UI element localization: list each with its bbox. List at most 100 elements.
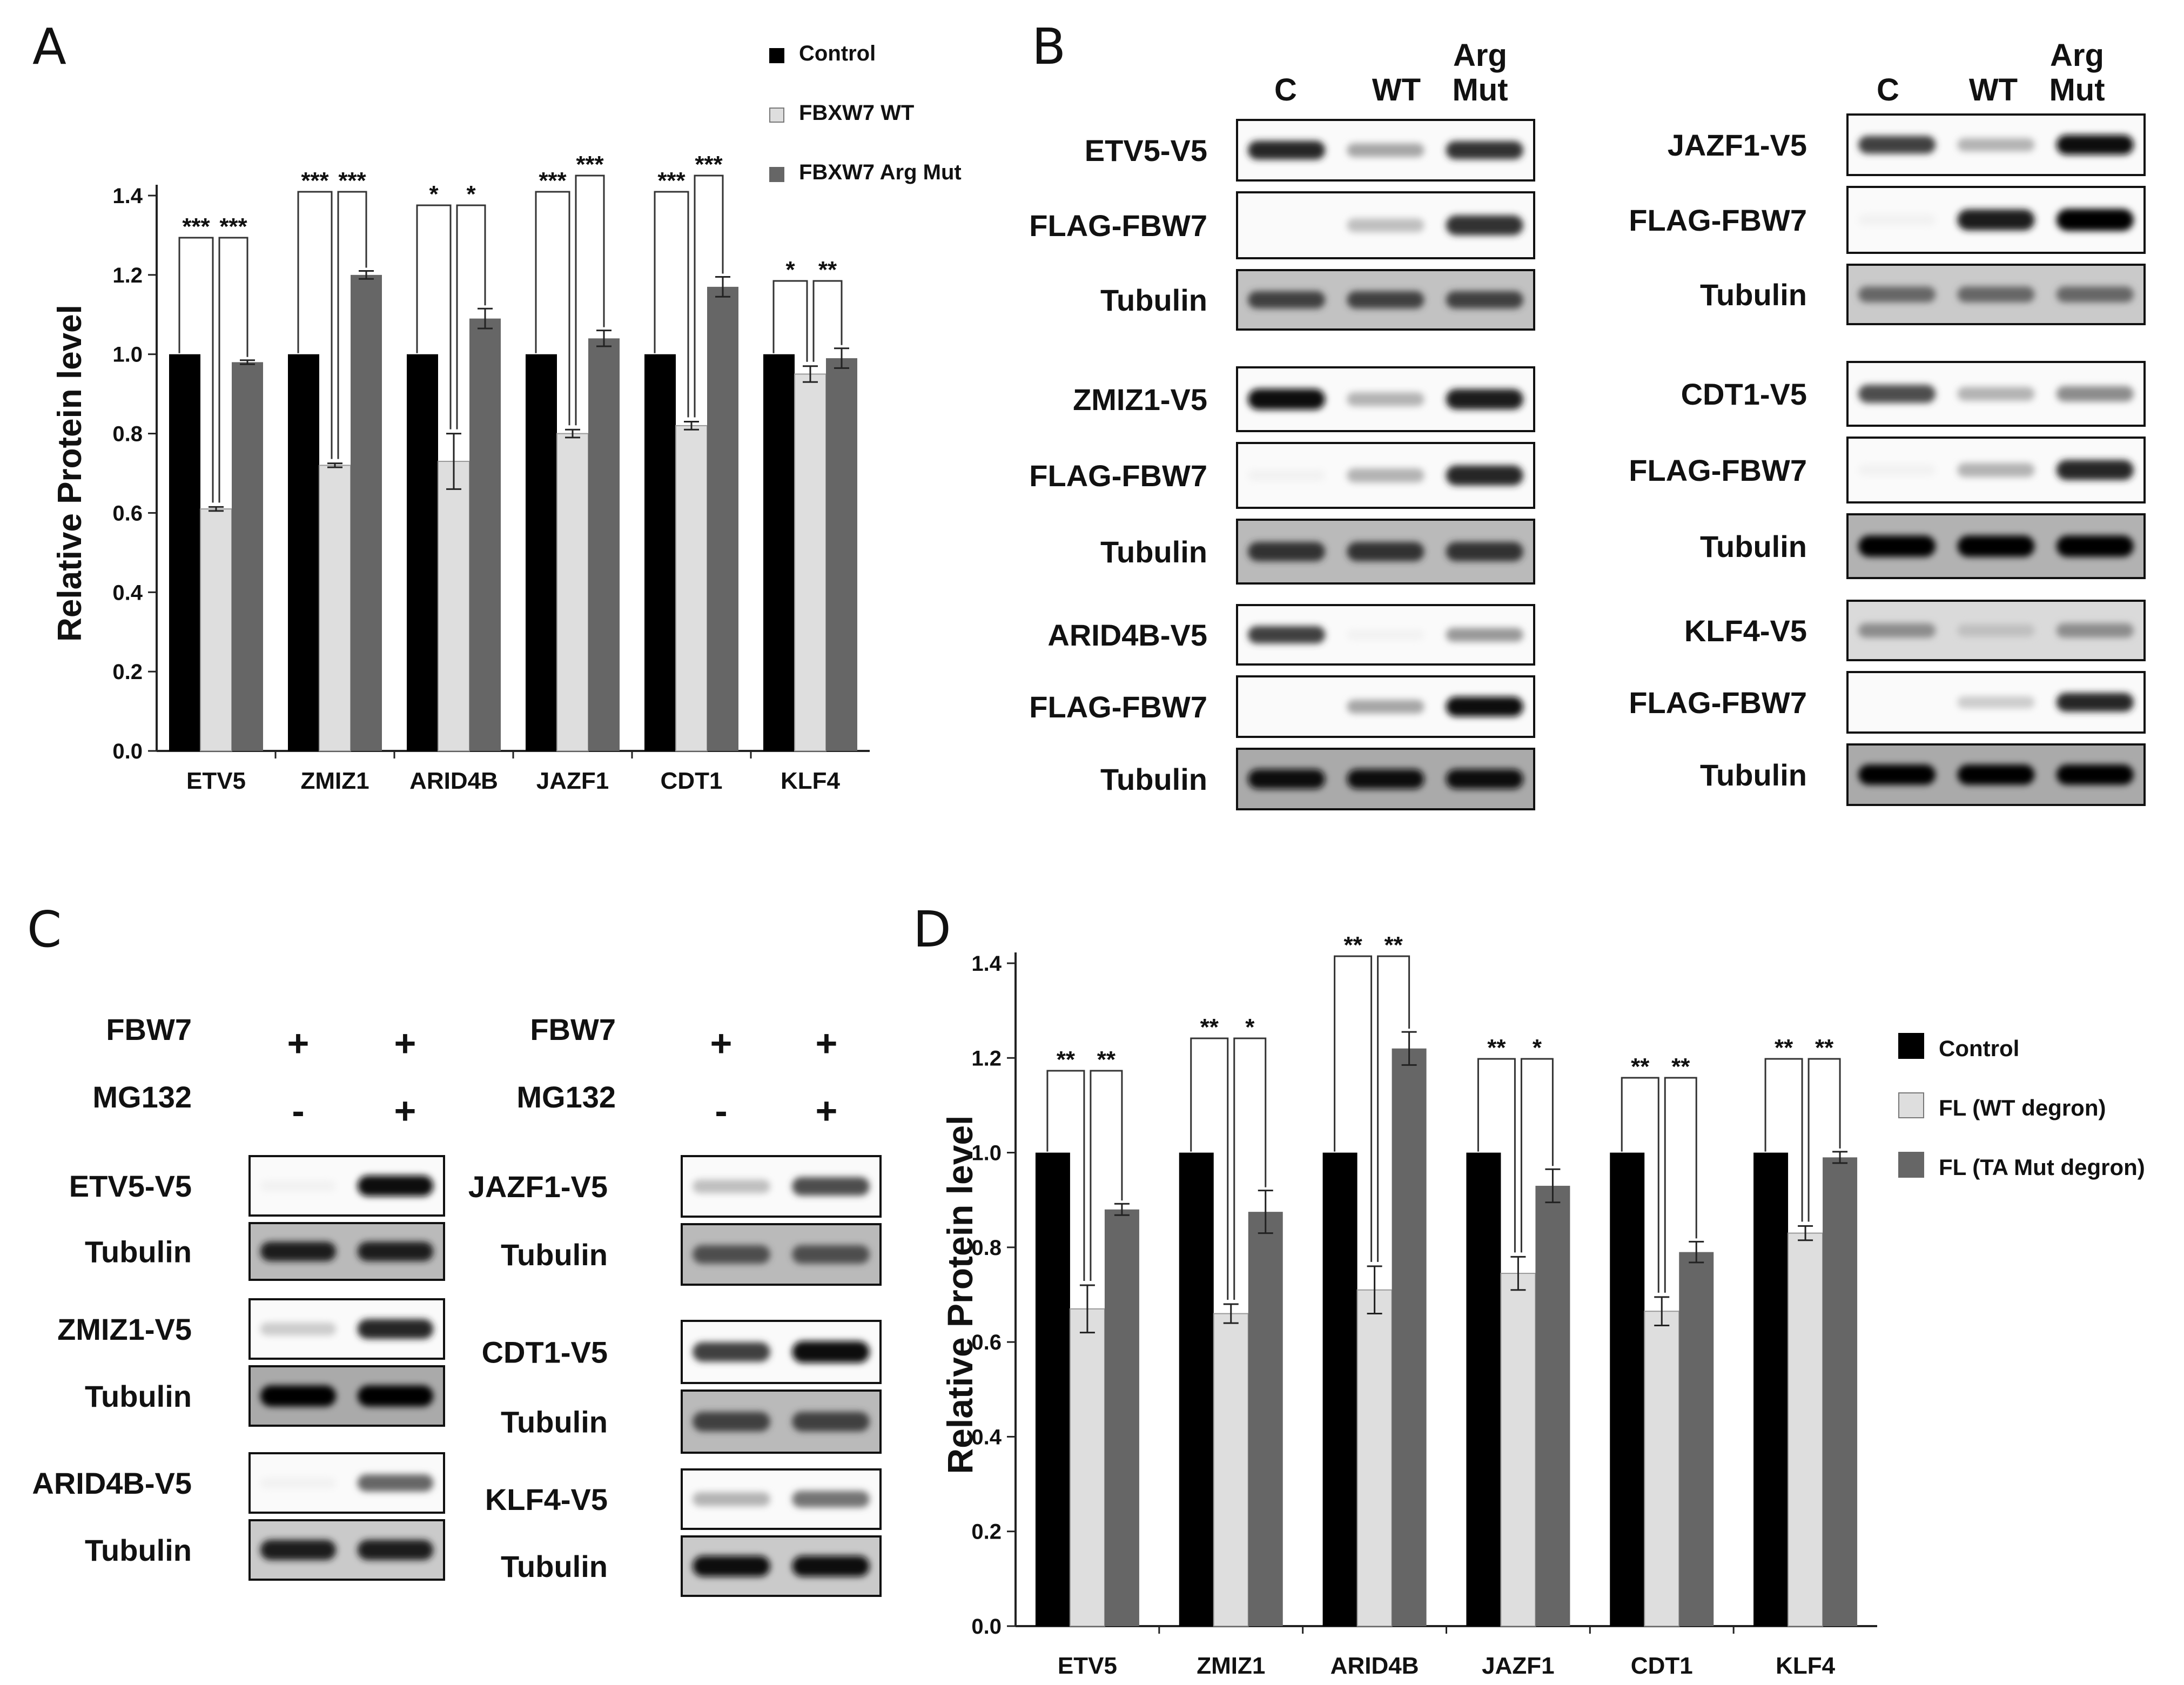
bar [407,354,438,751]
lane-label: Mut [2049,72,2105,108]
blot-row-label: Tubulin [1700,529,1807,563]
y-axis-label: Relative Protein level [51,305,89,642]
y-tick-label: 1.4 [971,952,1002,976]
bar [763,354,795,751]
significance-label: * [1533,1035,1542,1061]
blot-band [1446,696,1523,717]
blot-band [1957,764,2035,785]
blot-row-label: Tubulin [85,1533,192,1567]
y-tick-label: 1.0 [112,343,143,367]
y-tick-label: 1.2 [112,264,143,287]
x-tick-label: ARID4B [1330,1653,1419,1679]
legend-label: Control [799,42,876,65]
legend-swatch [1898,1033,1924,1059]
blot-row-label: ARID4B-V5 [32,1466,192,1500]
significance-label: ** [1057,1046,1076,1073]
bar [438,460,470,751]
x-tick-label: ETV5 [186,768,246,794]
blot-band [2056,386,2134,402]
blot-band [1446,465,1523,486]
bar [469,318,501,751]
blot-band [792,1245,870,1264]
significance-bracket [812,280,843,362]
significance-label: ** [1775,1035,1793,1061]
lane-label: WT [1969,72,2018,108]
significance-label: *** [695,151,723,178]
y-tick-label: 0.8 [971,1236,1002,1260]
significance-label: *** [338,167,366,194]
bar [1500,1273,1536,1627]
blot-row-label: Tubulin [85,1235,192,1269]
significance-bracket [772,280,808,362]
blot-band [792,1491,870,1508]
significance-label: * [466,181,476,207]
condition-value: + [287,1022,310,1064]
blot-band [693,1342,770,1362]
significance-bracket [297,191,333,459]
significance-label: *** [182,213,210,240]
blot-band [1957,696,2035,709]
significance-bracket [337,191,367,459]
blot-band [792,1555,870,1577]
blot-band [1347,629,1424,640]
blot-band [260,1180,337,1192]
bar [351,274,382,751]
blot-row-label: JAZF1-V5 [468,1170,608,1204]
blot-band [792,1177,870,1196]
significance-label: *** [301,167,329,194]
blot-band [1446,389,1523,409]
significance-bracket [654,191,689,418]
x-tick-label: KLF4 [1776,1653,1836,1679]
blot-band [1858,464,1936,476]
blot-band [1347,700,1424,714]
blot-band [260,1323,337,1335]
blot-band [1446,215,1523,236]
y-tick-label: 1.4 [112,184,143,208]
blot-band [1957,624,2035,637]
significance-bracket [535,191,570,426]
bar [1823,1157,1858,1626]
bar [1787,1232,1824,1627]
blot-band [2056,535,2134,557]
panel-label-b: B [1032,18,1066,76]
legend-swatch [1898,1152,1924,1178]
significance-bracket [1621,1077,1659,1293]
blot-row-label: Tubulin [501,1549,608,1583]
blot-row-label: FLAG-FBW7 [1629,686,1807,720]
bar [232,362,263,751]
legend-swatch [769,167,784,182]
blot-band [357,1175,434,1197]
blot-band [693,1245,770,1264]
blot-band [1957,138,2035,152]
significance-label: *** [657,167,686,194]
blot-row-label: FLAG-FBW7 [1029,209,1207,243]
bar [707,286,738,751]
bar [1466,1152,1501,1626]
blot-row-label: CDT1-V5 [1681,377,1807,411]
western-blot-c: FBW7 + + MG132 - + ETV5-V5 Tubulin ZMIZ1-V5 Tubul… [32,1012,882,1597]
lane-label: Arg [2050,38,2104,73]
blot-band [1446,291,1523,309]
legend-label: FBXW7 WT [799,101,914,125]
y-tick-label: 0.0 [112,740,143,763]
legend-swatch [769,48,784,63]
blot-row-label: FLAG-FBW7 [1029,459,1207,493]
significance-bracket [1334,955,1373,1262]
bar [288,354,319,751]
y-tick-label: 0.4 [112,581,143,605]
y-tick-label: 0.2 [971,1520,1002,1544]
y-tick-label: 0.4 [971,1425,1002,1449]
blot-row-label: ETV5-V5 [1085,133,1207,167]
bar [1679,1252,1714,1626]
blot-band [2056,623,2134,638]
blot-band [1446,542,1523,561]
blot-row-label: ETV5-V5 [69,1169,192,1203]
bar [675,425,708,751]
legend-label: FL (WT degron) [1939,1095,2106,1120]
x-tick-label: JAZF1 [536,768,609,794]
blot-band [1957,535,2035,557]
lane-label: Mut [1452,72,1508,108]
condition-label: MG132 [92,1080,192,1114]
blot-band [1347,542,1424,561]
significance-label: ** [1815,1035,1834,1061]
